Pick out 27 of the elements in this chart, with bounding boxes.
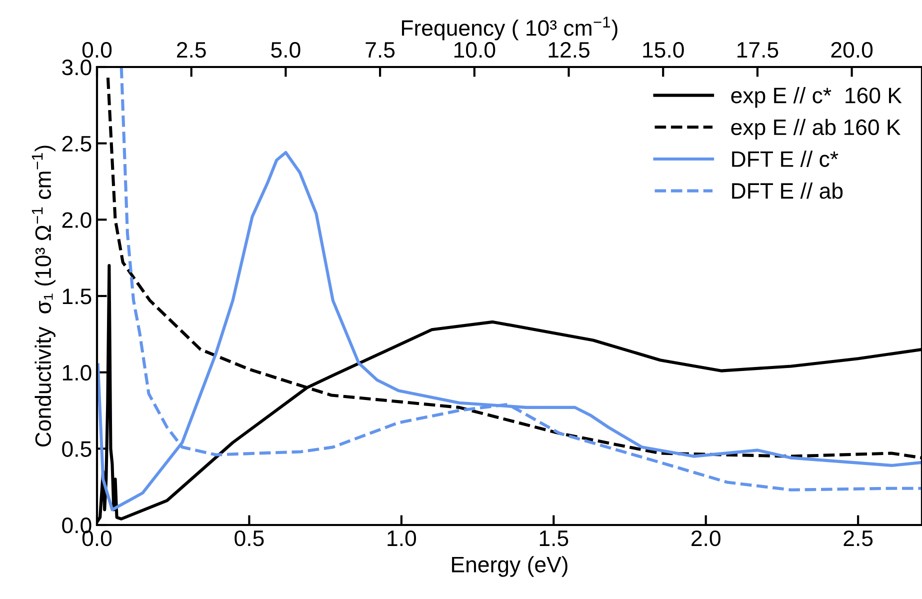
y-tick-label: 1.0: [62, 364, 92, 381]
x2-tick-label: 5.0: [271, 42, 300, 58]
legend-label: DFT E // c*: [732, 150, 838, 167]
y-tick-label: 3.0: [62, 60, 92, 76]
x2-tick-label: 20.0: [831, 42, 873, 58]
x-tick-label: 0.5: [234, 530, 264, 546]
legend-label: exp E // ab 160 K: [731, 118, 901, 140]
x-tick-label: 2.5: [844, 530, 873, 546]
legend-label: DFT E // ab: [732, 182, 843, 199]
x2-axis-title: Frequency ( 10³ cm$^{−1}$): [402, 16, 618, 40]
x2-tick-label: 15.0: [643, 42, 684, 58]
legend-label: exp E // c* 160 K: [731, 87, 902, 108]
x2-tick-label: 10.0: [454, 42, 496, 58]
y-axis-title: Conductivity σ₁ (10³ Ω$^{−1}$ cm$^{−1}$): [32, 146, 56, 447]
y-tick-label: 0.5: [62, 441, 92, 457]
x-tick-label: 1.5: [540, 530, 568, 546]
y-tick-label: 1.5: [62, 288, 92, 304]
y-tick-label: 2.5: [62, 136, 92, 152]
x2-tick-label: 12.5: [548, 42, 590, 58]
x-axis-title: Energy (eV): [452, 556, 568, 577]
x2-tick-label: 2.5: [177, 42, 206, 58]
x2-tick-label: 0.0: [82, 42, 112, 58]
x2-tick-label: 17.5: [738, 42, 778, 58]
x2-tick-label: 7.5: [366, 42, 395, 58]
y-tick-label: 2.0: [62, 212, 92, 228]
x-tick-label: 1.0: [388, 530, 416, 546]
x-tick-label: 2.0: [692, 530, 720, 546]
